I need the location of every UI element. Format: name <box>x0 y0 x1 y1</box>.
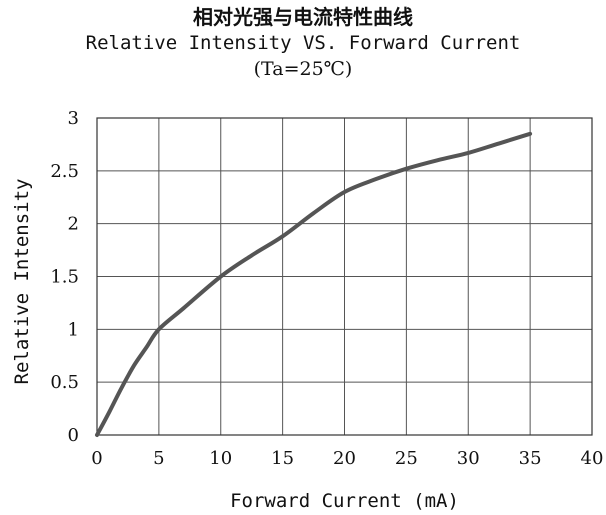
grid <box>96 117 593 436</box>
x-tick-label: 15 <box>271 448 294 469</box>
series-line <box>95 131 533 437</box>
x-tick-label: 30 <box>457 448 480 469</box>
x-tick-label: 35 <box>519 448 542 469</box>
x-axis-label: Forward Current (mA) <box>230 490 459 512</box>
chart-subtitle: (Ta=25℃) <box>253 58 353 80</box>
chart-title-chinese: 相对光强与电流特性曲线 <box>193 5 413 29</box>
y-axis-ticks: 0 0.5 1 1.5 2 2.5 3 <box>50 108 79 446</box>
x-tick-label: 0 <box>91 448 102 469</box>
y-tick-label: 2.5 <box>50 161 79 182</box>
x-tick-label: 40 <box>581 448 604 469</box>
x-tick-label: 5 <box>153 448 164 469</box>
y-tick-label: 0 <box>68 425 79 446</box>
y-axis-label: Relative Intensity <box>11 179 33 385</box>
x-axis-ticks: 0 5 10 15 20 25 30 35 40 <box>91 448 603 469</box>
y-tick-label: 0.5 <box>50 372 79 393</box>
y-tick-label: 1 <box>68 319 79 340</box>
y-tick-label: 3 <box>68 108 79 129</box>
x-tick-label: 20 <box>333 448 356 469</box>
y-tick-label: 1.5 <box>50 267 79 288</box>
chart-title: Relative Intensity VS. Forward Current <box>85 32 521 54</box>
chart-title-block: 相对光强与电流特性曲线 Relative Intensity VS. Forwa… <box>0 4 606 82</box>
plot-frame <box>96 117 593 436</box>
x-tick-label: 10 <box>209 448 232 469</box>
y-tick-label: 2 <box>68 214 79 235</box>
x-tick-label: 25 <box>395 448 418 469</box>
